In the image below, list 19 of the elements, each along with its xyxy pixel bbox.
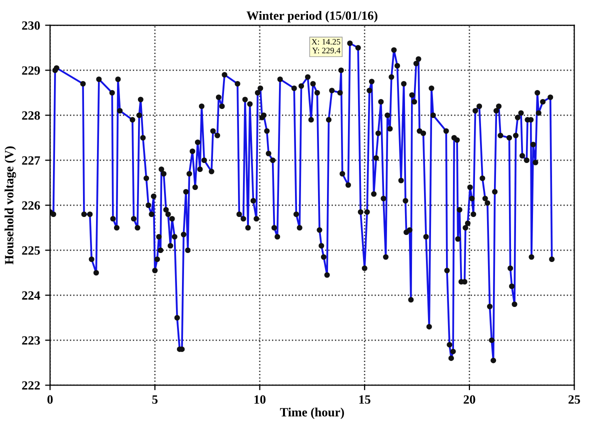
y-tick-label: 223 (22, 336, 40, 345)
y-tick-label: 229 (22, 66, 40, 75)
y-tick-label: 222 (22, 381, 40, 390)
x-tick-label: 0 (47, 395, 53, 404)
x-tick-label: 5 (152, 395, 158, 404)
x-axis-title: Time (hour) (280, 408, 344, 419)
y-tick-label: 226 (22, 201, 40, 210)
x-tick-label: 10 (254, 395, 266, 404)
annotation: X: 14.25 Y: 229.4 (312, 39, 340, 54)
x-tick-label: 20 (464, 395, 476, 404)
y-tick-label: 224 (22, 291, 40, 300)
x-tick-label: 25 (568, 395, 580, 404)
y-tick-label: 227 (22, 156, 40, 165)
y-axis-title: Household voltage (V) (4, 146, 16, 264)
x-tick-label: 15 (359, 395, 370, 404)
y-tick-label: 228 (22, 111, 40, 120)
y-tick-label: 225 (22, 246, 40, 255)
y-tick-label: 230 (22, 21, 40, 30)
chart-title: Winter period (15/01/16) (246, 11, 378, 22)
